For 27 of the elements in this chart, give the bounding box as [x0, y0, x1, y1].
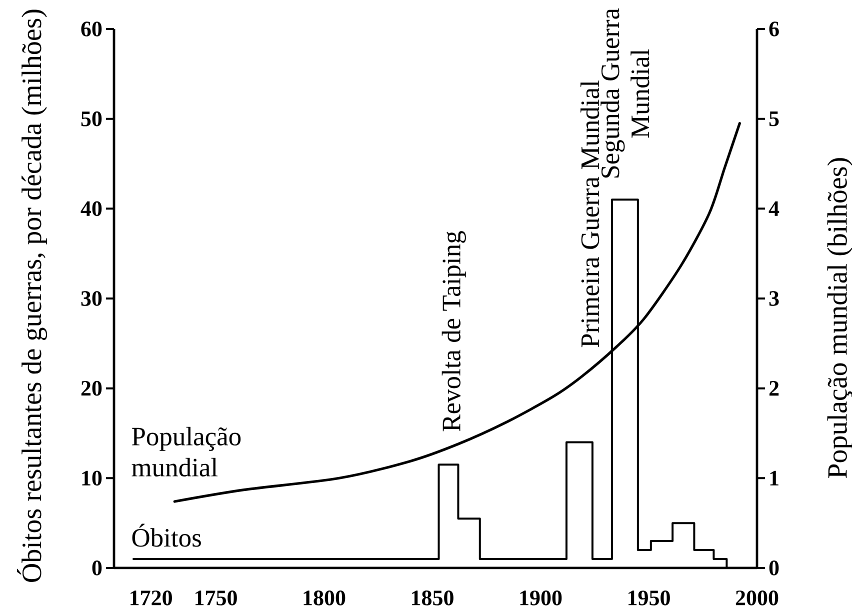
x-tick-label: 1900	[520, 590, 562, 606]
annotation: Primeira Guerra Mundial	[580, 80, 600, 348]
annotation: Segunda Guerra Mundial	[600, 8, 650, 178]
y2-tick-label: 4	[768, 201, 780, 216]
y-tick-label: 20	[81, 380, 102, 396]
y-tick-label: 50	[81, 111, 102, 126]
y-tick-label: 60	[81, 22, 102, 36]
annotation: Revolta de Taiping	[442, 231, 466, 432]
x-tick-label: 1950	[628, 590, 670, 606]
x-tick-label: 1800	[304, 590, 346, 606]
y2-tick-label: 3	[769, 291, 779, 306]
x-tick-label: 1720	[130, 590, 172, 606]
x-tick-label: 1850	[412, 590, 454, 606]
y2-tick-label: 2	[769, 381, 779, 396]
series-label: Óbitos	[132, 524, 201, 547]
y2-tick-label: 0	[769, 560, 779, 576]
x-tick-label: 2000	[736, 590, 778, 606]
y-axis-title: Óbitos resultantes de guerras, por década (milhões)	[16, 10, 48, 582]
series-label: População mundial	[132, 426, 241, 477]
y-tick-label: 40	[80, 201, 102, 216]
x-tick-label: 1750	[196, 590, 237, 606]
y-tick-label: 0	[92, 560, 102, 576]
y2-tick-label: 5	[769, 112, 779, 126]
y-tick-label: 10	[82, 470, 102, 486]
y2-tick-label: 6	[769, 22, 779, 36]
y-tick-label: 30	[81, 291, 102, 306]
y2-tick-label: 1	[770, 470, 778, 486]
